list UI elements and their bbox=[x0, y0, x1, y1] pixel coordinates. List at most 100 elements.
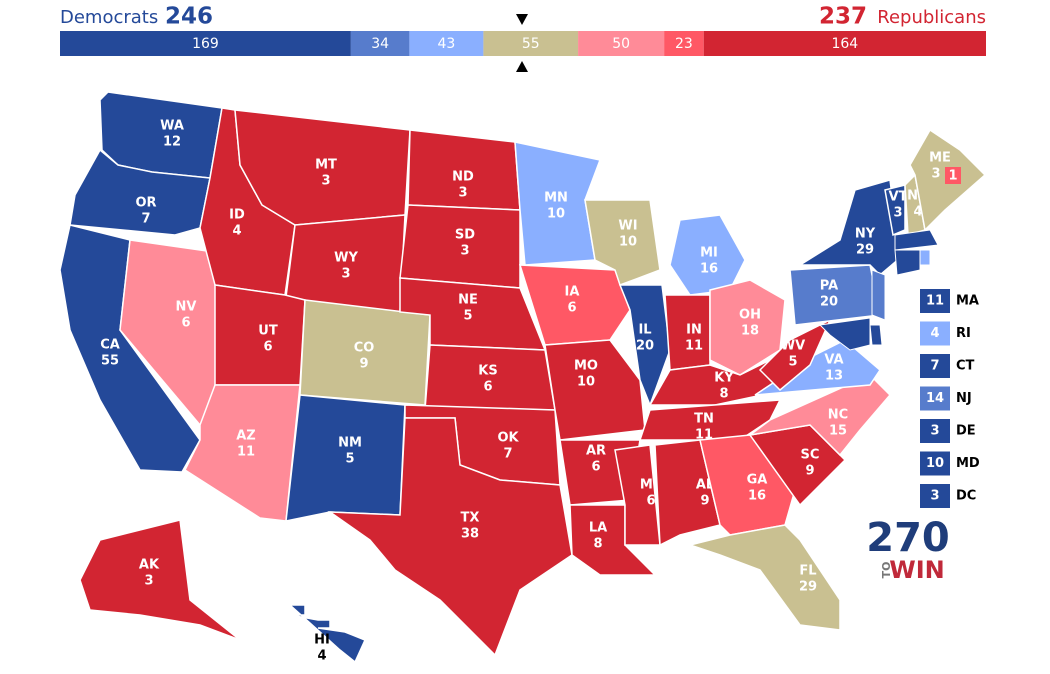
bar-segment bbox=[60, 31, 351, 56]
bar-segment-label: 50 bbox=[612, 36, 630, 52]
small-state-votes: 14 bbox=[926, 391, 944, 406]
small-state-box[interactable] bbox=[920, 289, 950, 313]
state-abbr: MI bbox=[700, 246, 718, 261]
state-abbr: VA bbox=[824, 353, 843, 368]
bar-segment-label: 164 bbox=[831, 36, 858, 52]
state-abbr: ND bbox=[452, 170, 474, 185]
state[interactable] bbox=[687, 524, 841, 631]
state-abbr: NC bbox=[828, 408, 848, 423]
state[interactable] bbox=[518, 264, 631, 346]
state-abbr: WY bbox=[334, 251, 358, 266]
state-abbr: OH bbox=[739, 308, 761, 323]
state-abbr: IN bbox=[686, 323, 702, 338]
state-votes: 9 bbox=[359, 357, 368, 372]
small-state-abbr: CT bbox=[956, 359, 975, 374]
state-votes: 8 bbox=[593, 537, 602, 552]
state-abbr: GA bbox=[747, 473, 768, 488]
small-state-abbr: MA bbox=[956, 294, 979, 309]
marker-top bbox=[516, 14, 528, 25]
small-state-box[interactable] bbox=[920, 321, 950, 346]
bar-segment bbox=[350, 31, 410, 56]
state[interactable] bbox=[869, 324, 883, 346]
logo-to: TO bbox=[880, 562, 893, 579]
state[interactable] bbox=[758, 318, 832, 392]
state[interactable] bbox=[654, 439, 721, 547]
state[interactable] bbox=[544, 339, 646, 441]
state-votes: 6 bbox=[483, 380, 492, 395]
us-map: WA12OR7CA55NV6ID4MT3WY3UT6AZ11CO9NM5ND3S… bbox=[59, 91, 987, 664]
state-votes: 16 bbox=[700, 262, 718, 277]
state-abbr: ID bbox=[229, 208, 245, 223]
small-states[interactable]: 11 MA 4 RI 7 CT 14 NJ 3 DE 10 MD 3 DC bbox=[920, 289, 980, 508]
state-abbr: LA bbox=[589, 521, 607, 536]
small-state-votes: 10 bbox=[926, 456, 944, 471]
state-votes: 5 bbox=[463, 309, 472, 324]
bar-segment-label: 43 bbox=[437, 36, 455, 52]
state-votes: 10 bbox=[619, 235, 637, 250]
state-votes: 3 bbox=[341, 267, 350, 282]
state-abbr: CA bbox=[100, 338, 120, 353]
state-abbr: CO bbox=[354, 341, 375, 356]
state-abbr: WI bbox=[618, 219, 637, 234]
state[interactable] bbox=[919, 249, 931, 266]
state[interactable] bbox=[327, 417, 573, 657]
state-votes: 6 bbox=[181, 316, 190, 331]
small-state-abbr: DE bbox=[956, 424, 976, 439]
state-votes: 6 bbox=[263, 340, 272, 355]
state-abbr: AK bbox=[139, 558, 160, 573]
state-abbr: MN bbox=[544, 191, 568, 206]
state-votes: 13 bbox=[825, 369, 843, 384]
small-state-box[interactable] bbox=[920, 386, 950, 411]
state[interactable] bbox=[871, 269, 886, 321]
state-abbr: AR bbox=[586, 444, 606, 459]
state-votes: 10 bbox=[577, 375, 595, 390]
state[interactable] bbox=[184, 384, 301, 522]
rep-label: Republicans bbox=[877, 7, 986, 28]
state-votes: 7 bbox=[141, 212, 150, 227]
state-votes: 12 bbox=[163, 135, 181, 150]
state-abbr: TN bbox=[694, 412, 714, 427]
state-abbr: AZ bbox=[236, 429, 256, 444]
small-state-votes: 3 bbox=[930, 424, 939, 439]
state-votes: 3 bbox=[931, 167, 940, 182]
bar-segment bbox=[664, 31, 704, 56]
state-abbr: MO bbox=[574, 359, 598, 374]
state[interactable] bbox=[894, 249, 921, 276]
state-votes: 3 bbox=[321, 174, 330, 189]
small-state-box[interactable] bbox=[920, 354, 950, 378]
logo: 270 TO WIN bbox=[866, 515, 950, 584]
state-votes: 18 bbox=[741, 324, 759, 339]
state[interactable] bbox=[884, 184, 906, 237]
state-abbr: IA bbox=[565, 285, 580, 300]
small-state-box[interactable] bbox=[920, 451, 950, 476]
dem-total: 246 bbox=[165, 4, 213, 30]
state-abbr: NM bbox=[338, 436, 362, 451]
bar-segment-label: 169 bbox=[192, 36, 219, 52]
state-abbr: TX bbox=[461, 511, 480, 526]
state[interactable] bbox=[614, 444, 661, 546]
bar-segment-label: 23 bbox=[675, 36, 693, 52]
state-votes: 4 bbox=[913, 205, 922, 220]
state[interactable] bbox=[79, 519, 241, 641]
bar-segment bbox=[578, 31, 665, 56]
small-state-box[interactable] bbox=[920, 419, 950, 443]
bar-segment-label: 55 bbox=[522, 36, 540, 52]
state-abbr: NE bbox=[458, 293, 478, 308]
small-state-abbr: MD bbox=[956, 456, 980, 471]
bar-segment-label: 34 bbox=[371, 36, 389, 52]
small-state-abbr: NJ bbox=[956, 391, 972, 406]
state[interactable] bbox=[894, 229, 939, 251]
state[interactable] bbox=[288, 604, 367, 664]
small-state-abbr: RI bbox=[956, 326, 971, 341]
state[interactable] bbox=[818, 317, 871, 351]
state-votes: 29 bbox=[799, 580, 817, 595]
state-votes: 6 bbox=[591, 460, 600, 475]
state[interactable] bbox=[648, 358, 787, 406]
state-abbr: FL bbox=[799, 564, 816, 579]
small-state-box[interactable] bbox=[920, 484, 950, 508]
state-votes: 6 bbox=[567, 301, 576, 316]
state-abbr: NV bbox=[176, 300, 197, 315]
logo-win: WIN bbox=[889, 556, 945, 584]
state-abbr: WV bbox=[781, 339, 805, 354]
